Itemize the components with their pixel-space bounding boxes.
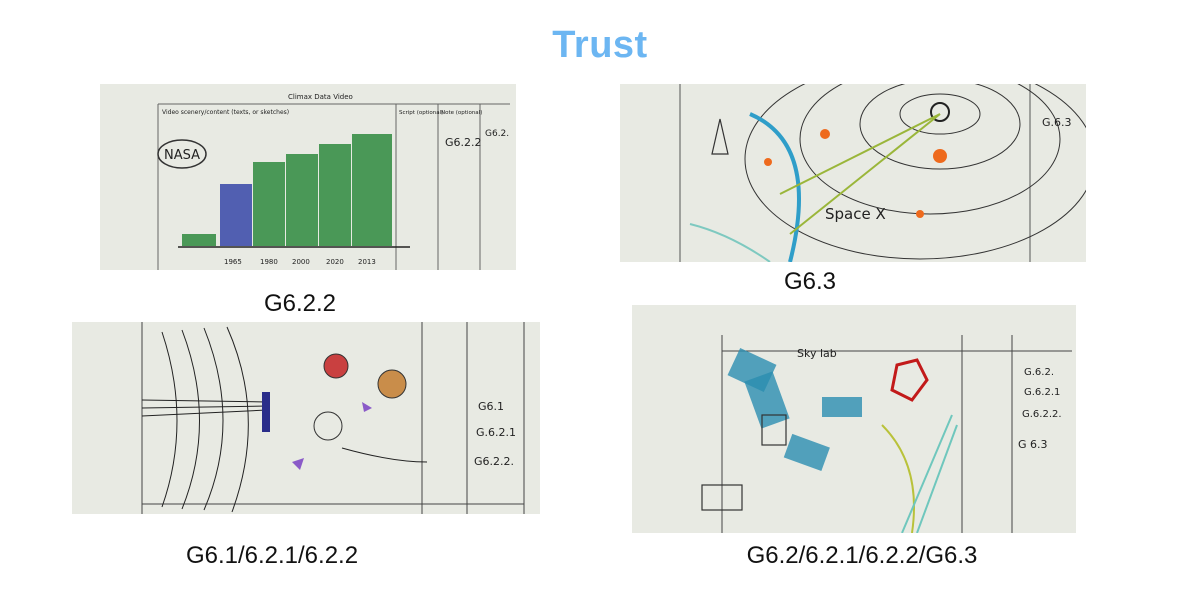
margin-text: G6.2. — [485, 129, 509, 139]
storyboard-sketch-3: G6.1 G.6.2.1 G6.2.2. — [72, 322, 540, 514]
storyboard-sketch-4-drawing: Sky lab G.6.2. G.6.2.1 G.6.2.2. G 6.3 — [632, 305, 1076, 533]
storyboard-sketch-3-drawing: G6.1 G.6.2.1 G6.2.2. — [72, 322, 540, 514]
page-title: Trust — [552, 24, 648, 66]
column-2-header: Script (optional) — [399, 110, 443, 116]
storyboard-sketch-2: Space X G.6.3 — [620, 84, 1086, 262]
sketch-1-caption: G6.2.2 — [263, 290, 337, 317]
note-text-3: G.6.2.2. — [1022, 409, 1062, 420]
column-1-header: Video scenery/content (texts, or sketche… — [162, 109, 289, 116]
space-x-label: Space X — [825, 205, 886, 223]
year-label-3: 2000 — [292, 258, 310, 266]
form-title: Climax Data Video — [288, 93, 353, 101]
column-3-header: Note (optional) — [441, 110, 482, 116]
note-text-2: G.6.2.1 — [1024, 387, 1060, 398]
storyboard-sketch-1-drawing: Climax Data Video Video scenery/content … — [100, 84, 516, 270]
sketch-3-caption: G6.1/6.2.1/6.2.2 — [185, 542, 359, 569]
storyboard-sketch-2-drawing: Space X G.6.3 — [620, 84, 1086, 262]
nasa-logo-text: NASA — [164, 148, 200, 163]
nasa-logo-sketch — [157, 139, 207, 169]
sketch-2-caption: G6.3 — [783, 268, 837, 295]
note-text-3: G6.2.2. — [474, 455, 514, 468]
sketch-4-caption: G6.2/6.2.1/6.2.2/G6.3 — [746, 542, 978, 569]
note-text-1: G6.1 — [478, 400, 504, 413]
storyboard-sketch-1: Climax Data Video Video scenery/content … — [100, 84, 516, 270]
note-text-1: G.6.2. — [1024, 367, 1054, 378]
note-text: G.6.3 — [1042, 116, 1072, 129]
storyboard-sketch-4: Sky lab G.6.2. G.6.2.1 G.6.2.2. G 6.3 — [632, 305, 1076, 533]
year-label-5: 2013 — [358, 258, 376, 266]
year-label-4: 2020 — [326, 258, 344, 266]
note-text: G6.2.2 — [445, 136, 482, 149]
skylab-label: Sky lab — [797, 347, 837, 360]
year-label-1: 1965 — [224, 258, 242, 266]
note-text-4: G 6.3 — [1018, 438, 1048, 451]
note-text-2: G.6.2.1 — [476, 426, 516, 439]
year-label-2: 1980 — [260, 258, 278, 266]
